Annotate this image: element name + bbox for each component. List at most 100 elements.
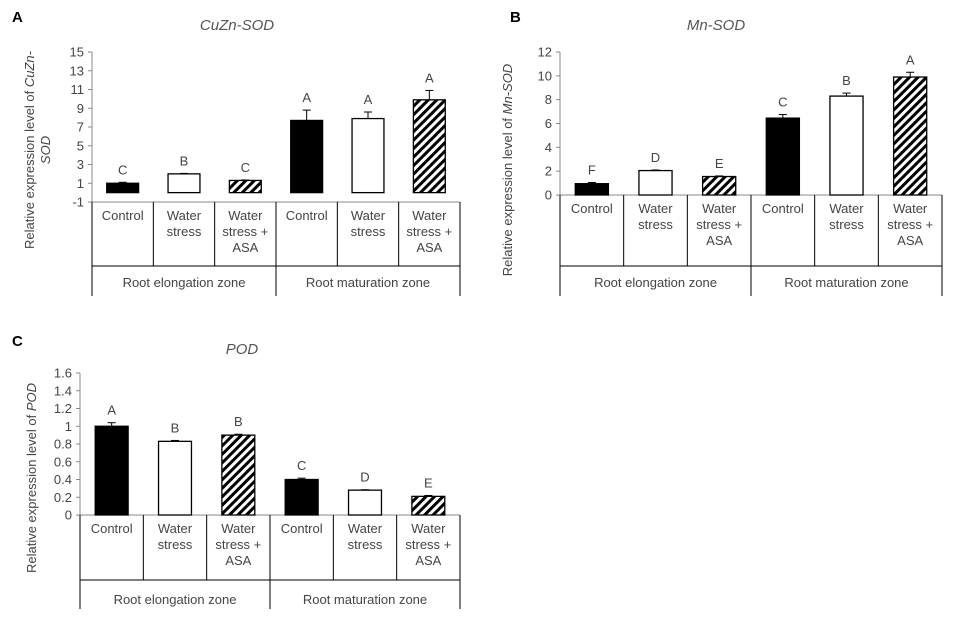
category-label: Water [638, 201, 673, 216]
category-label: Water [348, 521, 383, 536]
chart-panel-b: B Mn-SOD Relative expression level of Mn-S… [484, 0, 964, 310]
significance-letter: D [651, 150, 660, 165]
category-label: ASA [897, 233, 923, 248]
category-label: Water [829, 201, 864, 216]
category-label: Control [762, 201, 804, 216]
y-axis-label-text: Relative expression level of [500, 114, 515, 276]
bar-water [829, 95, 864, 196]
chart-title: CuZn-SOD [200, 17, 274, 34]
bar-water [351, 117, 385, 194]
bar-water [167, 173, 201, 194]
y-tick-label: 9 [77, 101, 84, 116]
significance-letter: D [360, 470, 369, 485]
group-label: Root elongation zone [594, 275, 717, 290]
bar-asa [701, 175, 737, 196]
y-tick-label: 6 [545, 116, 552, 131]
bar-water [347, 489, 383, 516]
bar-asa [892, 76, 928, 196]
y-tick-label: 1.6 [54, 366, 72, 381]
y-tick-label: 0 [545, 188, 552, 203]
category-label: Water [221, 521, 256, 536]
category-label: ASA [416, 240, 442, 255]
significance-letter: C [297, 458, 306, 473]
category-label: Water [228, 208, 263, 223]
significance-letter: B [180, 153, 189, 168]
bar-control [284, 478, 319, 516]
significance-letter: E [715, 156, 724, 171]
significance-letter: C [118, 162, 127, 177]
category-label: Control [286, 208, 328, 223]
category-label: stress + [405, 537, 451, 552]
y-tick-label: 0.2 [54, 490, 72, 505]
category-label: Control [102, 208, 144, 223]
group-label: Root elongation zone [114, 592, 237, 607]
y-tick-label: 1.2 [54, 401, 72, 416]
significance-letter: B [234, 414, 243, 429]
cuzn-sod-chart: A CuZn-SOD Relative expression level of Cu… [12, 9, 461, 296]
y-tick-label: 11 [71, 82, 85, 97]
category-label: stress + [696, 217, 742, 232]
y-axis-label: Relative expression level of CuZn- [22, 50, 37, 249]
bar-control [94, 425, 129, 516]
category-label: stress [158, 537, 193, 552]
significance-letter: C [241, 160, 250, 175]
significance-letter: A [906, 52, 915, 67]
chart-title: Mn-SOD [687, 17, 746, 34]
group-label: Root maturation zone [306, 275, 430, 290]
category-label: stress + [222, 224, 268, 239]
y-tick-label: 1 [65, 419, 72, 434]
category-label: stress [167, 224, 202, 239]
bar-control [765, 117, 801, 196]
y-tick-label: 5 [77, 138, 84, 153]
y-axis-label-gene: Mn-SOD [500, 64, 515, 115]
category-label: ASA [706, 233, 732, 248]
category-label: ASA [225, 553, 251, 568]
chart-panel-a: A CuZn-SOD Relative expression level of Cu… [0, 0, 480, 310]
chart-title: POD [226, 341, 259, 358]
y-tick-label: 0.4 [54, 472, 72, 487]
y-tick-label: 7 [77, 120, 84, 135]
category-label: stress [351, 224, 386, 239]
significance-letter: F [588, 162, 596, 177]
y-axis-label-text: Relative expression level of [24, 411, 39, 573]
category-label: Water [702, 201, 737, 216]
significance-letter: E [424, 475, 433, 490]
significance-letter: A [107, 403, 116, 418]
category-label: ASA [232, 240, 258, 255]
significance-letter: B [171, 420, 180, 435]
y-axis-label-gene: POD [24, 383, 39, 411]
chart-panel-c: C POD Relative expression level of POD 0 0.2… [0, 318, 480, 623]
significance-letter: A [364, 92, 373, 107]
category-label: stress + [406, 224, 452, 239]
bar-water [638, 169, 673, 196]
bar-water [157, 440, 193, 516]
category-label: ASA [415, 553, 441, 568]
category-label: stress [348, 537, 383, 552]
category-label: stress [638, 217, 673, 232]
y-tick-label: 8 [545, 92, 552, 107]
category-label: Control [571, 201, 613, 216]
y-tick-label: 0.8 [54, 437, 72, 452]
significance-letter: A [302, 90, 311, 105]
y-tick-label: 13 [70, 63, 84, 78]
category-label: stress + [887, 217, 933, 232]
group-label: Root maturation zone [784, 275, 908, 290]
bar-control [574, 183, 610, 196]
y-tick-label: 12 [538, 45, 552, 60]
y-axis-label-text: Relative expression level of [22, 87, 37, 249]
y-tick-label: 2 [545, 164, 552, 179]
category-label: Water [167, 208, 202, 223]
panel-letter: A [12, 9, 23, 26]
y-axis-label: Relative expression level of Mn-SOD [500, 64, 515, 276]
y-tick-label: 1.4 [54, 383, 72, 398]
bar-asa [228, 179, 262, 194]
significance-letter: B [842, 73, 851, 88]
bar-asa [411, 495, 446, 516]
significance-letter: C [778, 95, 787, 110]
y-tick-label: 4 [545, 140, 552, 155]
category-label: stress + [215, 537, 261, 552]
y-tick-label: 10 [538, 68, 552, 83]
category-label: Control [91, 521, 133, 536]
